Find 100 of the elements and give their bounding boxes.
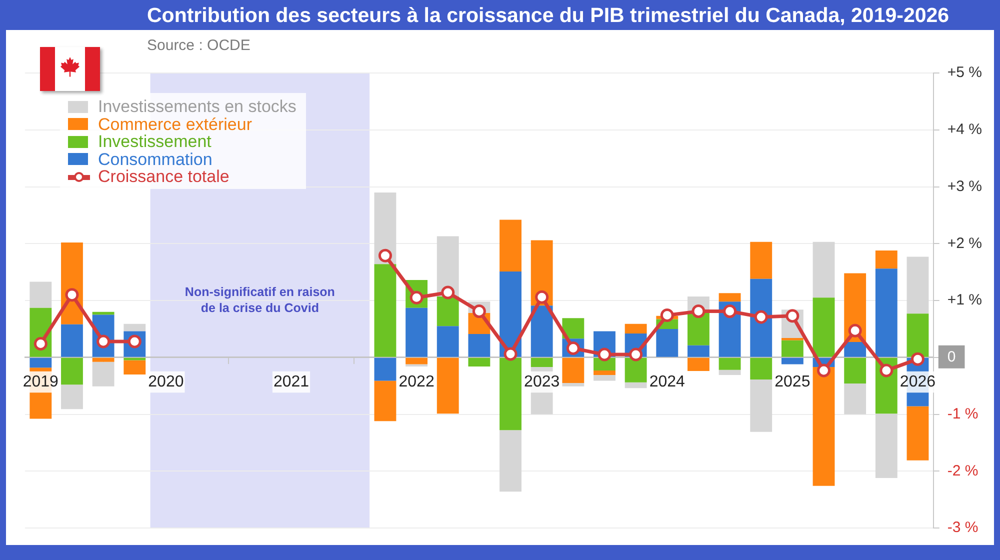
bar	[562, 382, 584, 386]
y-tick-label: +1 %	[947, 292, 982, 309]
source-note: Source : OCDE	[147, 37, 250, 54]
bar	[906, 314, 929, 357]
bar	[530, 306, 553, 357]
bar	[374, 380, 396, 422]
x-tick-label: 2024	[649, 373, 686, 390]
bar	[688, 345, 710, 357]
point	[65, 288, 79, 302]
bar	[500, 220, 522, 272]
bar	[750, 380, 772, 432]
y-tick-label: +4 %	[947, 121, 982, 138]
bar	[594, 370, 616, 376]
y-tick-label: +3 %	[947, 178, 982, 195]
bar	[30, 358, 52, 368]
bar	[562, 358, 584, 383]
legend-label: Consommation	[98, 150, 212, 169]
bar	[718, 358, 741, 370]
bar	[406, 358, 428, 364]
x-tick-label: 2023	[524, 373, 560, 390]
legend-label: Croissance totale	[98, 167, 230, 186]
point	[817, 364, 831, 378]
bar	[61, 358, 83, 385]
bar	[688, 313, 710, 346]
point	[629, 348, 643, 362]
bar	[374, 192, 396, 264]
bar	[374, 264, 396, 357]
y-tick-label: 0	[947, 348, 956, 366]
point	[34, 336, 48, 350]
bar	[594, 358, 616, 370]
bar	[594, 375, 616, 381]
bar	[530, 358, 553, 368]
point	[598, 348, 612, 362]
bar	[750, 242, 772, 279]
x-tick-label: 2025	[774, 373, 810, 390]
bar	[781, 358, 804, 364]
bar	[875, 250, 898, 269]
bar	[844, 384, 866, 414]
bar	[624, 324, 647, 334]
bar	[624, 382, 647, 388]
bar	[812, 242, 835, 298]
bar	[374, 358, 396, 381]
x-tick-label: 2026	[900, 373, 936, 390]
bar	[812, 298, 835, 357]
bar	[906, 256, 929, 314]
legend-label: Investissement	[98, 132, 212, 152]
bar	[562, 318, 584, 339]
bar	[718, 293, 741, 302]
point	[880, 364, 894, 378]
point	[754, 310, 768, 324]
point	[378, 248, 392, 262]
bar	[750, 358, 772, 380]
bar	[500, 430, 522, 492]
bar	[30, 282, 52, 308]
bar	[781, 340, 804, 357]
legend-label: Commerce extérieur	[98, 114, 252, 134]
y-tick-label: +5 %	[947, 64, 982, 82]
point	[848, 324, 862, 338]
x-tick-label: 2022	[398, 373, 434, 390]
bar	[844, 342, 866, 357]
bar	[844, 358, 866, 384]
bar	[875, 268, 898, 357]
bar	[436, 358, 459, 414]
chart-title: Contribution des secteurs à la croissance du PIB trimestriel du Canada, 2019-2026	[147, 4, 950, 28]
bar	[436, 296, 459, 326]
bar	[436, 326, 459, 357]
point	[910, 352, 924, 366]
point	[660, 308, 674, 322]
bar	[500, 358, 522, 430]
legend-label: Investissements en stocks	[98, 97, 296, 116]
point	[786, 309, 800, 323]
bar	[124, 360, 146, 374]
bar	[812, 367, 835, 486]
y-tick-label: -3 %	[947, 519, 978, 536]
band-label: Non-significatif en raison de la crise du Covid	[184, 284, 335, 315]
bar	[656, 328, 678, 357]
bar	[624, 358, 647, 382]
bar	[906, 406, 929, 460]
bar	[468, 358, 490, 366]
x-tick-label: 2019	[22, 373, 59, 390]
x-tick-label: 2020	[148, 373, 184, 390]
point	[504, 347, 518, 361]
bar	[61, 384, 83, 410]
bar	[875, 414, 898, 478]
point	[535, 290, 549, 304]
bar	[406, 308, 428, 357]
bar	[468, 334, 490, 357]
y-tick-label: -2 %	[947, 462, 978, 480]
y-tick-label: -1 %	[947, 405, 978, 422]
point	[441, 286, 455, 300]
y-tick-label: +2 %	[947, 234, 982, 252]
x-tick-label: 2021	[273, 373, 310, 390]
point	[472, 304, 486, 318]
bar	[92, 362, 114, 386]
bar	[688, 358, 710, 372]
point	[723, 304, 737, 318]
point	[692, 304, 706, 318]
bar	[718, 370, 741, 376]
bar	[124, 324, 146, 332]
bar	[92, 358, 114, 362]
